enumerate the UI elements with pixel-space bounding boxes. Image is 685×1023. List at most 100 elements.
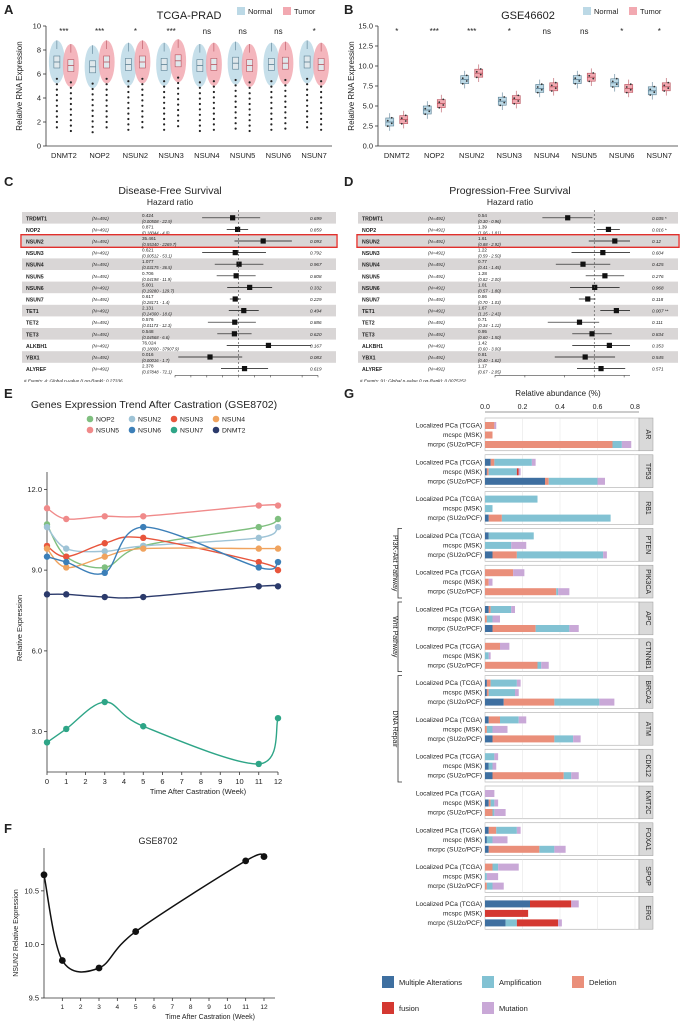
outlier-point <box>306 126 309 129</box>
data-point <box>465 80 468 82</box>
forest-hr-value: 35.461 <box>142 236 156 241</box>
forest-p-value: 0.035 * <box>652 216 667 221</box>
outlier-point <box>105 88 108 91</box>
outlier-point <box>212 85 215 88</box>
bar-segment-amplification <box>486 725 493 733</box>
gene-group-frame <box>484 785 640 820</box>
forest-p-value: 0.886 <box>310 320 322 325</box>
x-tick-label: NOP2 <box>424 151 444 160</box>
x-tick-label: 9 <box>207 1004 211 1011</box>
outlier-point <box>163 80 166 83</box>
forest-hr-value: 0.548 <box>142 329 154 334</box>
cohort-label: mcspc (MSK) <box>443 506 482 513</box>
cohort-label: mcspc (MSK) <box>443 616 482 623</box>
bar-segment-mutation <box>492 615 500 623</box>
data-point <box>513 102 516 105</box>
gene-strip <box>638 564 654 599</box>
bar-segment-mutation <box>488 652 491 660</box>
bar-segment-amplification <box>486 615 493 623</box>
forest-ci-value: (0.60 - 3.00) <box>478 346 501 351</box>
significance-label: * <box>658 27 661 36</box>
bar-segment-mutation <box>485 790 495 797</box>
bar-segment-deletion <box>485 615 487 623</box>
forest-n-label: (N=491) <box>428 274 445 279</box>
x-tick-label: DNMT2 <box>51 151 77 160</box>
gene-strip <box>638 675 654 709</box>
forest-p-value: 0.699 <box>310 216 322 221</box>
row-band <box>22 328 336 340</box>
forest-ci-value: (0.04568 - 6.6) <box>142 335 170 340</box>
data-point <box>461 82 464 85</box>
forest-ci-value: (0.00508 - 22.9) <box>142 219 172 224</box>
forest-p-value: 0.083 <box>310 355 322 360</box>
forest-n-label: (N=491) <box>92 297 109 302</box>
bar-segment-deletion <box>488 826 497 834</box>
gene-strip-label: TP53 <box>644 463 651 480</box>
forest-gene-label: ALYREF <box>362 367 382 373</box>
line-chart-title: Genes Expression Trend After Castration … <box>31 399 277 411</box>
forest-gene-label: NOP2 <box>26 228 40 234</box>
bar-segment-deletion <box>492 625 536 632</box>
series-point-nsun5 <box>274 502 282 509</box>
cohort-label: Localized PCa (TCGA) <box>416 680 482 687</box>
bar-segment-deletion <box>488 716 500 724</box>
nsun2-trend-point <box>132 928 140 935</box>
outlier-point <box>55 77 58 80</box>
series-point-dnmt2 <box>140 593 147 601</box>
cohort-label: Localized PCa (TCGA) <box>416 791 482 798</box>
hr-point <box>241 308 247 314</box>
outlier-point <box>212 123 215 126</box>
bar-segment-amplification <box>488 762 493 770</box>
highlight-box-nsun2 <box>356 234 680 249</box>
data-point <box>578 74 581 77</box>
forest-ci-value: (0.00512 - 53.1) <box>142 254 172 259</box>
forest-p-value: 0.792 <box>310 251 322 256</box>
outlier-point <box>69 81 72 84</box>
outlier-point <box>270 123 273 126</box>
data-point <box>540 83 543 86</box>
pathway-label: PI3K-Akt Pathway <box>391 535 398 592</box>
gene-strip-label: PIK3CA <box>644 569 651 594</box>
cohort-label: mcspc (MSK) <box>443 763 482 770</box>
outlier-point <box>141 110 144 113</box>
outlier-point <box>105 110 108 113</box>
bar-segment-fusion <box>485 909 529 917</box>
significance-label: *** <box>59 27 68 36</box>
y-tick-label: 2.5 <box>363 122 373 131</box>
forest-ci-value: (0.28171 - 1.4) <box>142 300 170 305</box>
data-point <box>625 86 628 88</box>
series-point-nsun4 <box>101 553 108 560</box>
x-tick-label: 3 <box>103 777 107 786</box>
bar-segment-mutation <box>494 809 506 816</box>
data-point <box>479 68 482 70</box>
data-point <box>442 104 445 106</box>
forest-ci-value: (0.60 - 1.50) <box>478 335 501 340</box>
bar-segment-amplification <box>516 551 604 559</box>
forest-gene-label: ALKBH1 <box>362 344 383 350</box>
outlier-point <box>248 129 251 133</box>
outlier-point <box>177 125 180 128</box>
series-point-nsun2 <box>255 534 262 542</box>
outlier-point <box>105 126 108 129</box>
forest-n-label: (N=491) <box>428 320 445 325</box>
x-tick-label: NSUN4 <box>194 151 219 160</box>
bar-segment-multiple-alterations <box>485 845 489 853</box>
series-point-nsun4 <box>63 564 70 571</box>
forest-gene-label: YBX1 <box>362 356 376 362</box>
data-point <box>475 70 478 73</box>
hr-point <box>589 331 595 337</box>
bar-segment-mutation <box>573 735 581 743</box>
x-tick-label: 12 <box>274 777 282 786</box>
legend-label-nop2: NOP2 <box>96 417 115 424</box>
bar-segment-amplification <box>485 873 487 881</box>
bar-segment-multiple-alterations <box>485 689 487 697</box>
outlier-point <box>141 99 144 102</box>
forest-n-label: (N=491) <box>92 285 109 290</box>
bar-segment-multiple-alterations <box>485 772 493 780</box>
x-tick-label: NOP2 <box>89 151 109 160</box>
data-point <box>653 91 656 94</box>
cohort-label: mcspc (MSK) <box>443 690 482 697</box>
x-tick-label: NSUN4 <box>534 151 559 160</box>
pathway-bracket <box>397 675 402 783</box>
